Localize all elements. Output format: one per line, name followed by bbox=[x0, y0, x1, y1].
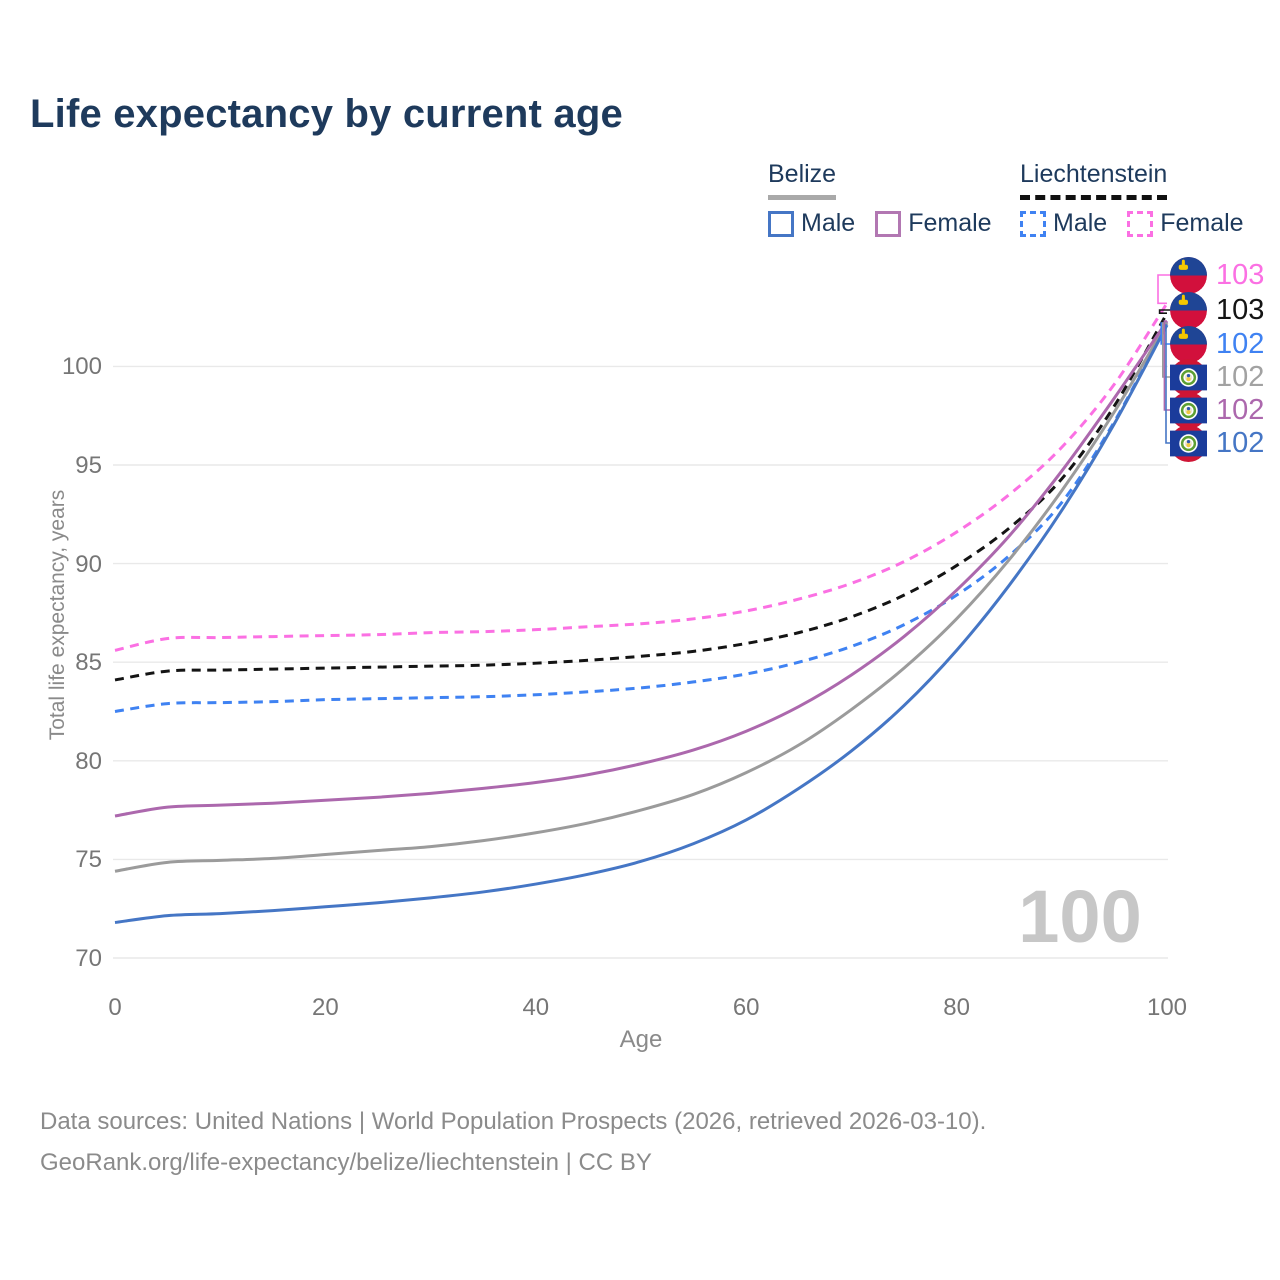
y-tick-80: 80 bbox=[75, 747, 102, 775]
y-tick-100: 100 bbox=[61, 353, 102, 381]
x-tick-0: 0 bbox=[108, 994, 122, 1021]
belize-flag-icon bbox=[1170, 391, 1207, 429]
belize-female-swatch-icon bbox=[875, 210, 902, 237]
y-tick-75: 75 bbox=[75, 846, 102, 874]
y-tick-95: 95 bbox=[75, 452, 102, 479]
y-tick-85: 85 bbox=[75, 649, 102, 677]
end-value-label: 102 bbox=[1216, 327, 1265, 360]
series-line-belize-female bbox=[114, 320, 1169, 818]
legend-item-belize-female[interactable]: Female bbox=[875, 209, 992, 238]
end-value-label: 102 bbox=[1216, 360, 1265, 393]
liechtenstein-flag-icon bbox=[1170, 325, 1207, 363]
legend-country-liechtenstein: Liechtenstein bbox=[1020, 160, 1168, 200]
legend-group-liechtenstein: Liechtenstein Male Female bbox=[1020, 160, 1244, 238]
footer-sources: Data sources: United Nations | World Pop… bbox=[40, 1108, 987, 1135]
series-line-belize-male bbox=[114, 324, 1169, 924]
end-label-row-belize: 102 bbox=[1170, 358, 1264, 396]
legend-label: Male bbox=[1053, 209, 1108, 237]
belize-flag-icon bbox=[1170, 358, 1207, 396]
end-value-label: 102 bbox=[1216, 426, 1265, 459]
line-chart bbox=[113, 274, 1171, 959]
x-axis-title: Age bbox=[619, 1026, 663, 1053]
x-tick-60: 60 bbox=[732, 994, 760, 1021]
legend-label: Male bbox=[801, 209, 856, 237]
y-tick-90: 90 bbox=[75, 550, 102, 578]
y-tick-70: 70 bbox=[75, 945, 102, 972]
x-tick-20: 20 bbox=[312, 994, 339, 1021]
leader-line bbox=[1165, 324, 1171, 444]
liechtenstein-female-swatch-icon bbox=[1127, 210, 1154, 237]
series-line-liechtenstein-male bbox=[114, 322, 1169, 713]
leader-line bbox=[1158, 309, 1171, 314]
legend-label: Female bbox=[908, 209, 992, 237]
leader-line bbox=[1157, 274, 1171, 305]
legend-group-belize: Belize Male Female bbox=[768, 160, 992, 238]
liechtenstein-male-swatch-icon bbox=[1020, 210, 1046, 237]
x-tick-40: 40 bbox=[522, 994, 550, 1021]
legend-item-liechtenstein-female[interactable]: Female bbox=[1127, 209, 1244, 238]
legend-label: Female bbox=[1160, 209, 1244, 237]
end-label-row-liechtenstein-female: 103 bbox=[1170, 256, 1264, 294]
end-value-label: 103 bbox=[1216, 293, 1265, 326]
end-value-label: 102 bbox=[1216, 393, 1265, 426]
liechtenstein-flag-icon bbox=[1170, 291, 1207, 329]
series-line-liechtenstein-female bbox=[114, 302, 1169, 652]
series-line-liechtenstein bbox=[114, 312, 1169, 682]
belize-flag-icon bbox=[1170, 424, 1207, 462]
end-label-row-liechtenstein: 103 bbox=[1170, 291, 1264, 329]
page-title: Life expectancy by current age bbox=[30, 92, 623, 136]
liechtenstein-flag-icon bbox=[1170, 256, 1207, 294]
y-axis-title: Total life expectancy, years bbox=[46, 489, 69, 741]
end-label-row-belize-female: 102 bbox=[1170, 391, 1264, 429]
legend-item-belize-male[interactable]: Male bbox=[768, 209, 855, 238]
age-counter-watermark: 100 bbox=[1018, 875, 1142, 958]
x-tick-100: 100 bbox=[1146, 994, 1188, 1021]
footer-attribution: GeoRank.org/life-expectancy/belize/liech… bbox=[40, 1149, 652, 1176]
legend-item-liechtenstein-male[interactable]: Male bbox=[1020, 209, 1107, 238]
leader-line bbox=[1163, 320, 1171, 411]
end-label-row-belize-male: 102 bbox=[1170, 424, 1264, 462]
legend-country-belize: Belize bbox=[768, 160, 837, 200]
belize-male-swatch-icon bbox=[768, 210, 794, 237]
end-label-row-liechtenstein-male: 102 bbox=[1170, 325, 1264, 363]
x-tick-80: 80 bbox=[943, 994, 970, 1021]
series-line-belize bbox=[114, 322, 1169, 873]
end-value-label: 103 bbox=[1216, 258, 1265, 291]
